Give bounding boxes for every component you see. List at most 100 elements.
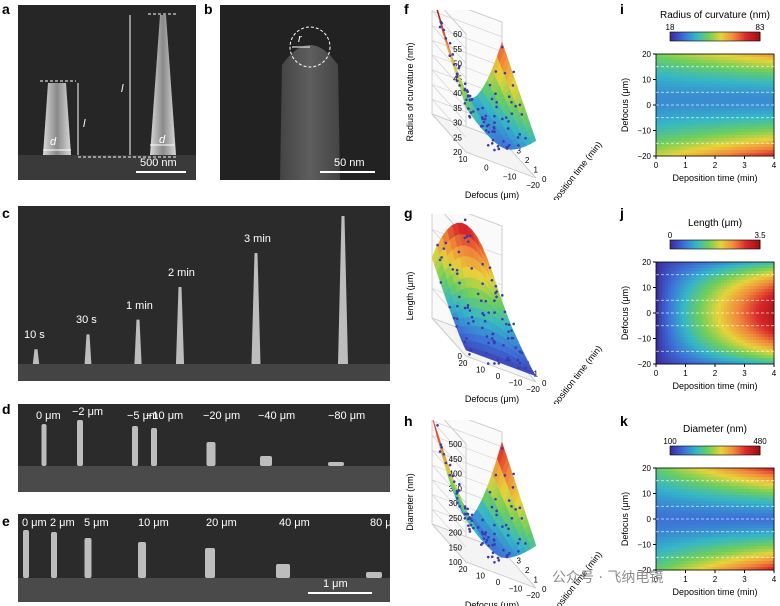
heat-cell <box>676 543 681 547</box>
heat-cell <box>694 331 698 335</box>
heat-cell <box>744 132 748 136</box>
heat-cell <box>726 346 731 350</box>
heat-cell <box>747 549 751 553</box>
measured-point <box>448 473 452 477</box>
heat-cell <box>720 331 725 335</box>
heat-cell <box>717 501 722 505</box>
heat-cell <box>673 486 678 490</box>
heat-cell <box>726 477 731 481</box>
heat-cell <box>747 361 751 365</box>
heat-cell <box>694 120 698 124</box>
heat-cell <box>664 129 669 133</box>
heat-cell <box>726 141 731 145</box>
heat-cell <box>729 537 734 541</box>
measured-point <box>518 537 522 541</box>
heat-cell <box>756 280 760 284</box>
heat-cell <box>661 69 666 73</box>
heat-cell <box>756 78 760 82</box>
heat-cell <box>729 298 734 302</box>
measured-point <box>506 127 510 130</box>
colorbar-swatch <box>683 240 687 249</box>
heat-cell <box>765 280 769 284</box>
heat-cell <box>720 352 725 356</box>
heat-cell <box>658 310 663 314</box>
heat-cell <box>741 486 745 490</box>
heat-cell <box>664 352 669 356</box>
heat-cell <box>741 474 745 478</box>
heat-cell <box>771 325 775 329</box>
heatmap-i: Radius of curvature (nm)18 8320100−10−200… <box>620 10 777 183</box>
heat-cell <box>670 304 675 308</box>
heat-cell <box>685 141 689 145</box>
heat-cell <box>658 352 663 356</box>
heat-cell <box>723 72 728 76</box>
heat-cell <box>712 498 716 502</box>
heat-cell <box>726 150 731 154</box>
heat-cell <box>729 558 734 562</box>
heat-cell <box>741 340 745 344</box>
heat-cell <box>712 468 716 472</box>
heat-cell <box>676 81 681 85</box>
heat-cell <box>691 96 695 100</box>
heat-cell <box>679 307 684 311</box>
colorbar-swatch <box>717 32 720 41</box>
heat-cell <box>682 117 686 121</box>
heat-cell <box>688 120 692 124</box>
heat-cell <box>679 352 684 356</box>
heat-cell <box>706 63 710 67</box>
heat-cell <box>656 531 660 535</box>
heat-cell <box>735 498 740 502</box>
heat-cell <box>750 492 754 496</box>
heat-cell <box>685 81 689 85</box>
measured-point <box>524 136 527 140</box>
heat-cell <box>726 489 731 493</box>
heat-cell <box>735 262 740 266</box>
heat-cell <box>756 138 760 142</box>
heat-cell <box>670 295 675 299</box>
z-tick: 400 <box>449 470 463 479</box>
heat-cell <box>694 543 698 547</box>
heat-cell <box>735 129 740 133</box>
heat-cell <box>712 96 716 100</box>
heat-cell <box>667 340 672 344</box>
heat-cell <box>726 114 731 118</box>
heat-cell <box>688 331 692 335</box>
measured-point <box>455 325 458 328</box>
measured-point <box>493 561 496 564</box>
heat-cell <box>667 486 672 490</box>
heat-cell <box>726 534 731 538</box>
heat-cell <box>723 87 728 91</box>
heat-cell <box>694 271 698 275</box>
heat-cell <box>747 525 751 529</box>
heat-cell <box>670 54 675 58</box>
heat-cell <box>664 361 669 365</box>
heat-cell <box>715 525 719 529</box>
heat-cell <box>673 286 678 290</box>
heat-cell <box>738 78 743 82</box>
heat-cell <box>729 99 734 103</box>
heat-cell <box>667 501 672 505</box>
heat-cell <box>717 519 722 523</box>
heat-cell <box>709 111 713 115</box>
heat-cell <box>676 129 681 133</box>
heat-cell <box>694 301 698 305</box>
heat-cell <box>715 102 719 106</box>
x-tick: 0 <box>654 369 659 378</box>
heat-cell <box>697 93 701 97</box>
heat-cell <box>661 558 666 562</box>
heat-cell <box>656 304 660 308</box>
heat-cell <box>768 123 772 127</box>
heat-cell <box>720 301 725 305</box>
heat-cell <box>700 63 704 67</box>
heat-cell <box>726 301 731 305</box>
heat-cell <box>694 480 698 484</box>
heat-cell <box>664 561 669 565</box>
heat-cell <box>765 337 769 341</box>
heat-cell <box>679 271 684 275</box>
heat-cell <box>762 78 766 82</box>
heat-cell <box>750 307 754 311</box>
heat-cell <box>717 489 722 493</box>
measured-point <box>456 272 459 275</box>
heat-cell <box>717 138 722 142</box>
heat-cell <box>658 117 663 121</box>
